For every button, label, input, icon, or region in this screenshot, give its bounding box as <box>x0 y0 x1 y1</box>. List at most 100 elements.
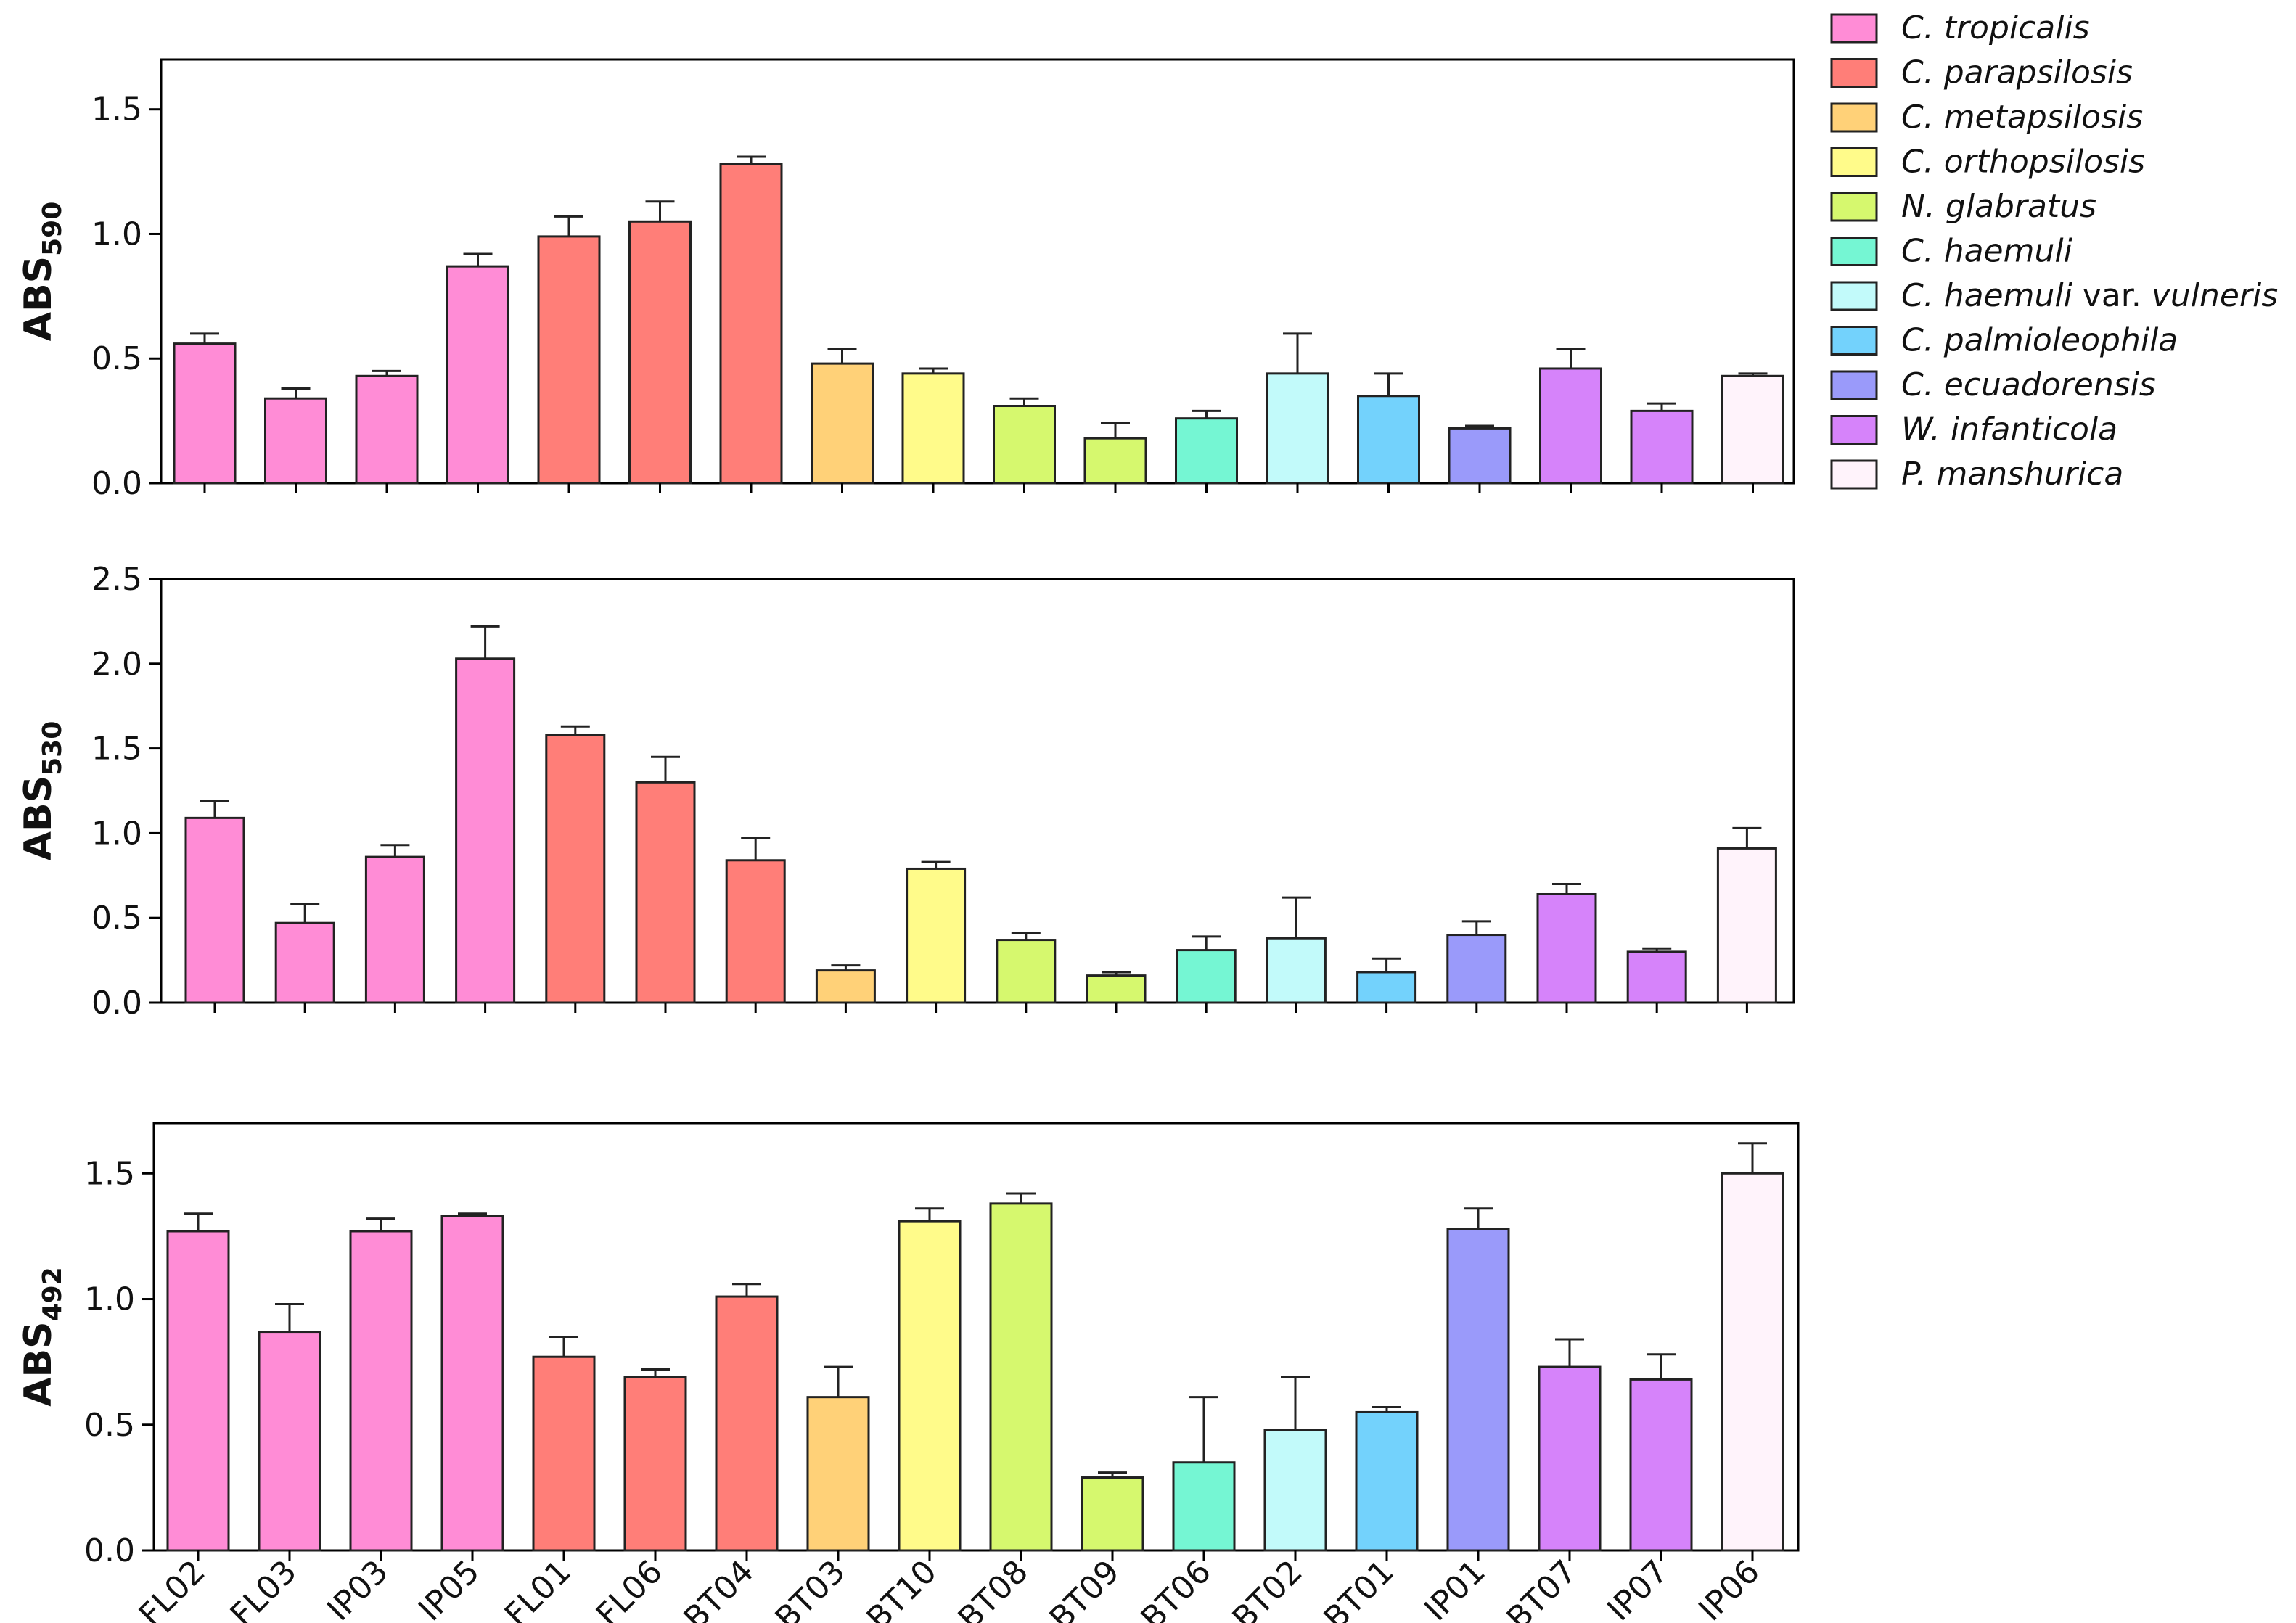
legend-label: C. orthopsilosis <box>1901 144 2145 181</box>
legend-swatch <box>1830 102 1878 133</box>
bar-bt01 <box>1355 1410 1419 1552</box>
legend-item: C. parapsilosis <box>1830 54 2133 91</box>
legend: C. tropicalis C. parapsilosis C. metapsilo… <box>1830 9 2278 493</box>
legend-item: C. palmioleophila <box>1830 322 2178 359</box>
bar-bt02 <box>1266 372 1329 485</box>
bar-fl02 <box>166 1230 230 1552</box>
bar-ip01 <box>1446 934 1507 1004</box>
bar-fl03 <box>258 1331 321 1552</box>
legend-label: C. tropicalis <box>1901 9 2090 46</box>
plot-frame <box>160 58 1795 485</box>
legend-item: C. orthopsilosis <box>1830 144 2145 181</box>
y-axis-label-subscript: 492 <box>38 1267 67 1321</box>
y-tick-label: 2.0 <box>91 646 142 683</box>
chart-panel-middle: 0.0 0.5 1.0 1.5 2.0 2.5 ABS530 <box>17 561 1795 1022</box>
legend-swatch <box>1830 192 1878 222</box>
bar-bt03 <box>815 969 876 1004</box>
bar-fl03 <box>274 921 335 1004</box>
legend-item: C. metapsilosis <box>1830 99 2143 136</box>
y-axis-label-subscript: 530 <box>38 721 67 776</box>
bar-fl02 <box>184 816 245 1004</box>
bar-fl06 <box>635 781 696 1004</box>
y-tick-label: 0.5 <box>84 1407 135 1444</box>
chart-panel-bottom: 0.0 0.5 1.0 1.5 ABS492 FL02 FL03 IP03 IP05 FL01 FL… <box>17 1122 1800 1623</box>
y-axis-label: ABS492 <box>17 1267 67 1407</box>
legend-label: C. haemuli <box>1901 233 2073 270</box>
x-tick-label-bt06: BT06 <box>1134 1553 1218 1623</box>
x-tick-label-ip03: IP03 <box>320 1553 395 1623</box>
y-tick-label: 0.0 <box>91 985 142 1022</box>
bar-ip06 <box>1721 374 1784 485</box>
bar-bt06 <box>1176 949 1237 1004</box>
x-tick-label-bt09: BT09 <box>1043 1553 1127 1623</box>
y-axis-label-main: ABS <box>17 256 60 341</box>
x-tick-label-bt01: BT01 <box>1317 1553 1401 1623</box>
y-tick-label: 1.5 <box>91 91 142 128</box>
bar-ip07 <box>1630 409 1694 485</box>
legend-swatch <box>1830 370 1878 400</box>
legend-item: C. haemuli var. vulneris <box>1830 277 2278 314</box>
bar-bt02 <box>1263 1429 1327 1552</box>
legend-label: C. haemuli var. vulneris <box>1901 277 2278 314</box>
legend-item: N. glabratus <box>1830 188 2096 225</box>
bar-bt08 <box>989 1202 1053 1552</box>
bar-bt07 <box>1536 892 1597 1004</box>
bar-fl02 <box>173 342 237 485</box>
legend-label: C. palmioleophila <box>1901 322 2178 359</box>
bar-ip03 <box>349 1230 413 1552</box>
bar-ip05 <box>440 1215 504 1552</box>
bar-ip03 <box>355 374 419 485</box>
legend-swatch <box>1830 13 1878 44</box>
y-tick-label: 0.0 <box>91 465 142 502</box>
x-tick-label-ip05: IP05 <box>411 1553 487 1623</box>
x-tick-label-fl02: FL02 <box>132 1553 213 1623</box>
bar-ip06 <box>1716 847 1777 1004</box>
chart-panels: 0.0 0.5 1.0 1.5 ABS590 0.00.51.01.52.02.5ABS5… <box>17 58 1800 1623</box>
bar-bt09 <box>1081 1476 1144 1552</box>
x-tick-label-ip07: IP07 <box>1600 1553 1676 1623</box>
legend-item: C. ecuadorensis <box>1830 366 2156 403</box>
y-axis-label-main: ABS <box>17 776 60 860</box>
x-tick-label-ip06: IP06 <box>1692 1553 1767 1623</box>
bar-bt04 <box>719 163 783 485</box>
bar-ip06 <box>1721 1172 1784 1552</box>
legend-item: W. infanticola <box>1830 411 2117 448</box>
bar-fl06 <box>623 1376 687 1552</box>
bar-ip01 <box>1448 427 1512 485</box>
legend-swatch <box>1830 237 1878 266</box>
plot-frame <box>152 1122 1800 1552</box>
y-tick-label: 0.5 <box>91 340 142 377</box>
legend-item: P. manshurica <box>1830 456 2123 493</box>
chart-panel-top: 0.0 0.5 1.0 1.5 ABS590 <box>17 58 1795 502</box>
legend-label: C. parapsilosis <box>1901 54 2133 91</box>
y-axis-label: ABS590 <box>17 202 67 342</box>
x-tick-label-bt04: BT04 <box>677 1553 761 1623</box>
bar-bt06 <box>1172 1461 1236 1552</box>
bar-bt08 <box>993 405 1056 485</box>
x-tick-label-bt02: BT02 <box>1226 1553 1310 1623</box>
legend-item: C. tropicalis <box>1830 9 2090 46</box>
legend-swatch <box>1830 415 1878 445</box>
bar-bt04 <box>715 1295 779 1552</box>
plot-frame <box>160 578 1795 1004</box>
y-tick-label: 1.0 <box>84 1281 135 1318</box>
legend-swatch <box>1830 459 1878 490</box>
legend-label: N. glabratus <box>1901 188 2096 225</box>
x-tick-label-bt08: BT08 <box>951 1553 1036 1623</box>
x-tick-label-bt10: BT10 <box>860 1553 944 1623</box>
y-tick-label: 1.0 <box>91 215 142 252</box>
legend-swatch <box>1830 326 1878 356</box>
x-tick-label-fl01: FL01 <box>498 1553 578 1623</box>
x-tick-label-fl03: FL03 <box>224 1553 304 1623</box>
bar-fl01 <box>532 1355 596 1552</box>
bar-bt03 <box>806 1396 870 1552</box>
legend-label: W. infanticola <box>1901 411 2117 448</box>
bar-bt01 <box>1356 971 1417 1004</box>
legend-item: C. haemuli <box>1830 233 2073 270</box>
bar-bt02 <box>1266 937 1327 1004</box>
bar-fl01 <box>537 235 601 485</box>
y-tick-label: 1.0 <box>91 815 142 852</box>
bar-bt06 <box>1175 417 1238 485</box>
legend-label: C. metapsilosis <box>1901 99 2143 136</box>
bar-bt09 <box>1086 974 1147 1004</box>
